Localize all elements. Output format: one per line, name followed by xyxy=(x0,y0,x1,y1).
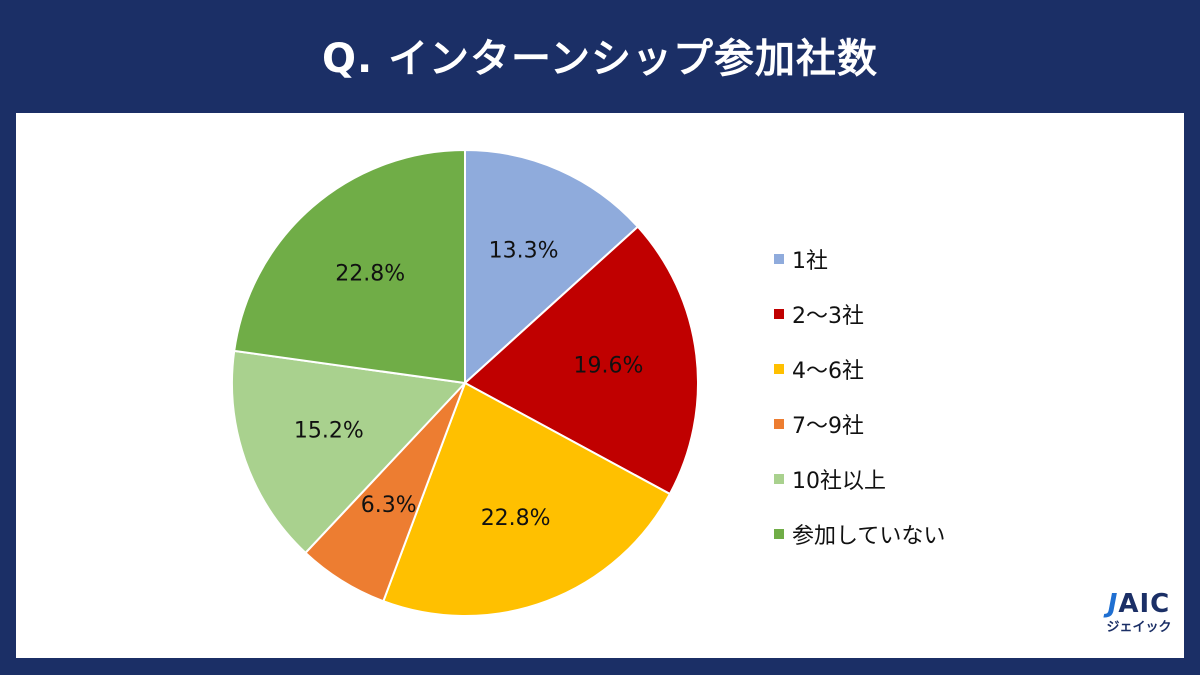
pie-data-label-5: 15.2% xyxy=(294,419,364,444)
logo-wordmark: JAIC xyxy=(1094,589,1184,619)
chart-panel: 13.3% 19.6% 22.8% 6.3% 15.2% 22.8% 1社 2～3社 4～… xyxy=(16,113,1184,658)
pie-slices xyxy=(231,148,699,617)
pie-chart: 13.3% 19.6% 22.8% 6.3% 15.2% 22.8% xyxy=(231,148,699,617)
legend-label: 1社 xyxy=(792,249,828,274)
legend-swatch xyxy=(774,529,784,539)
legend-item-4-6: 4～6社 xyxy=(774,351,945,387)
pie-slice-6 xyxy=(233,148,466,385)
legend-item-10-plus: 10社以上 xyxy=(774,461,945,497)
pie-slice-5 xyxy=(231,349,468,555)
logo-subtitle: ジェイック xyxy=(1106,620,1172,635)
page-title: Q. インターンシップ参加社数 xyxy=(321,36,879,82)
legend-label: 2～3社 xyxy=(792,304,864,329)
pie-data-label-4: 6.3% xyxy=(361,493,417,518)
pie-data-label-6: 22.8% xyxy=(335,262,405,287)
legend-label: 参加していない xyxy=(792,524,946,549)
pie-data-labels: 13.3% 19.6% 22.8% 6.3% 15.2% 22.8% xyxy=(294,238,644,530)
legend-swatch xyxy=(774,419,784,429)
legend-swatch xyxy=(774,254,784,264)
legend-label: 7～9社 xyxy=(792,414,864,439)
pie-data-label-2: 19.6% xyxy=(573,353,643,378)
legend-item-2-3: 2～3社 xyxy=(774,296,945,332)
legend-item-1: 1社 xyxy=(774,241,945,277)
pie-data-label-3: 22.8% xyxy=(481,506,551,531)
logo-j: J xyxy=(1107,589,1119,619)
jaic-logo-icon: JAIC ジェイック xyxy=(1094,589,1184,649)
pie-data-label-1: 13.3% xyxy=(489,238,559,263)
legend: 1社 2～3社 4～6社 7～9社 10社以上 参加していない xyxy=(774,241,945,571)
pie-slice-2 xyxy=(463,225,699,496)
legend-item-none: 参加していない xyxy=(774,516,945,552)
logo-aic: AIC xyxy=(1118,589,1171,619)
legend-label: 10社以上 xyxy=(792,469,886,494)
legend-label: 4～6社 xyxy=(792,359,864,384)
legend-swatch xyxy=(774,364,784,374)
legend-item-7-9: 7～9社 xyxy=(774,406,945,442)
pie-slice-1 xyxy=(464,148,640,386)
legend-swatch xyxy=(774,474,784,484)
pie-slice-3 xyxy=(382,381,672,617)
legend-swatch xyxy=(774,309,784,319)
